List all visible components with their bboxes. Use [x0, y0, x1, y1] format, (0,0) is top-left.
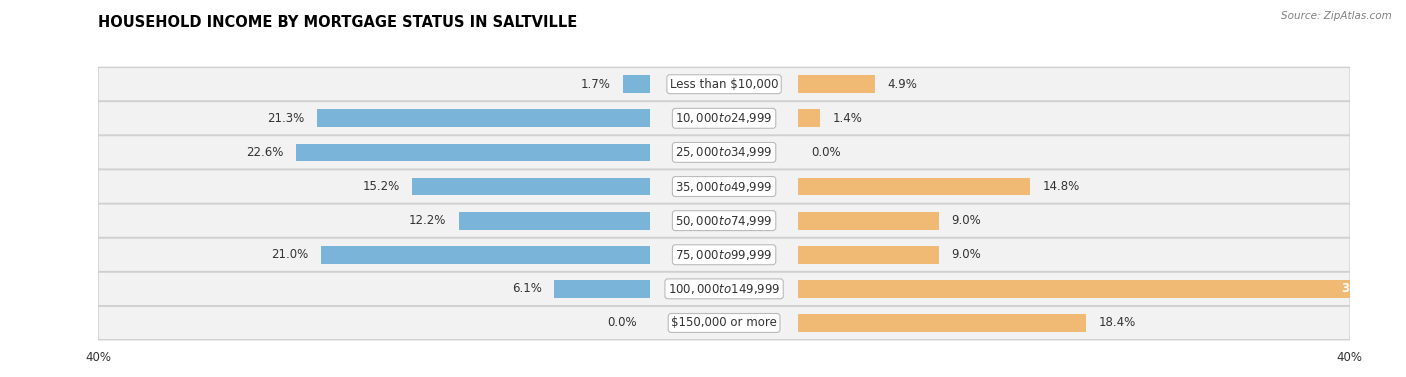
Text: 4.9%: 4.9%	[887, 78, 918, 91]
FancyBboxPatch shape	[98, 67, 1350, 101]
Bar	[297, 144, 650, 161]
Text: HOUSEHOLD INCOME BY MORTGAGE STATUS IN SALTVILLE: HOUSEHOLD INCOME BY MORTGAGE STATUS IN S…	[98, 15, 578, 30]
Text: 15.2%: 15.2%	[363, 180, 399, 193]
FancyBboxPatch shape	[98, 272, 1350, 306]
Text: 9.0%: 9.0%	[952, 248, 981, 261]
Bar	[799, 280, 1395, 298]
Text: 1.7%: 1.7%	[581, 78, 610, 91]
Text: 9.0%: 9.0%	[952, 214, 981, 227]
FancyBboxPatch shape	[98, 306, 1350, 340]
Bar	[316, 109, 650, 127]
Bar	[322, 246, 650, 264]
Text: 22.6%: 22.6%	[246, 146, 284, 159]
Bar	[799, 178, 1029, 195]
Text: 14.8%: 14.8%	[1042, 180, 1080, 193]
FancyBboxPatch shape	[98, 238, 1350, 271]
Text: 38.1%: 38.1%	[1341, 282, 1382, 295]
Text: 12.2%: 12.2%	[409, 214, 447, 227]
Bar	[799, 109, 820, 127]
Bar	[799, 314, 1087, 332]
FancyBboxPatch shape	[98, 136, 1350, 169]
FancyBboxPatch shape	[98, 204, 1350, 238]
Bar	[412, 178, 650, 195]
Text: 1.4%: 1.4%	[832, 112, 863, 125]
Text: 0.0%: 0.0%	[607, 316, 637, 329]
Text: $25,000 to $34,999: $25,000 to $34,999	[675, 146, 773, 159]
Bar	[799, 75, 875, 93]
Text: $75,000 to $99,999: $75,000 to $99,999	[675, 248, 773, 262]
Text: Less than $10,000: Less than $10,000	[669, 78, 779, 91]
Text: $10,000 to $24,999: $10,000 to $24,999	[675, 111, 773, 125]
Bar	[799, 212, 939, 230]
FancyBboxPatch shape	[98, 101, 1350, 135]
Bar	[623, 75, 650, 93]
Text: Source: ZipAtlas.com: Source: ZipAtlas.com	[1281, 11, 1392, 21]
FancyBboxPatch shape	[98, 170, 1350, 203]
Bar	[554, 280, 650, 298]
Text: 21.0%: 21.0%	[271, 248, 309, 261]
Text: $35,000 to $49,999: $35,000 to $49,999	[675, 179, 773, 193]
Bar	[799, 246, 939, 264]
Text: $50,000 to $74,999: $50,000 to $74,999	[675, 214, 773, 228]
Text: $100,000 to $149,999: $100,000 to $149,999	[668, 282, 780, 296]
Text: 18.4%: 18.4%	[1098, 316, 1136, 329]
Text: $150,000 or more: $150,000 or more	[671, 316, 778, 329]
Text: 6.1%: 6.1%	[512, 282, 541, 295]
Text: 21.3%: 21.3%	[267, 112, 304, 125]
Text: 0.0%: 0.0%	[811, 146, 841, 159]
Bar	[458, 212, 650, 230]
